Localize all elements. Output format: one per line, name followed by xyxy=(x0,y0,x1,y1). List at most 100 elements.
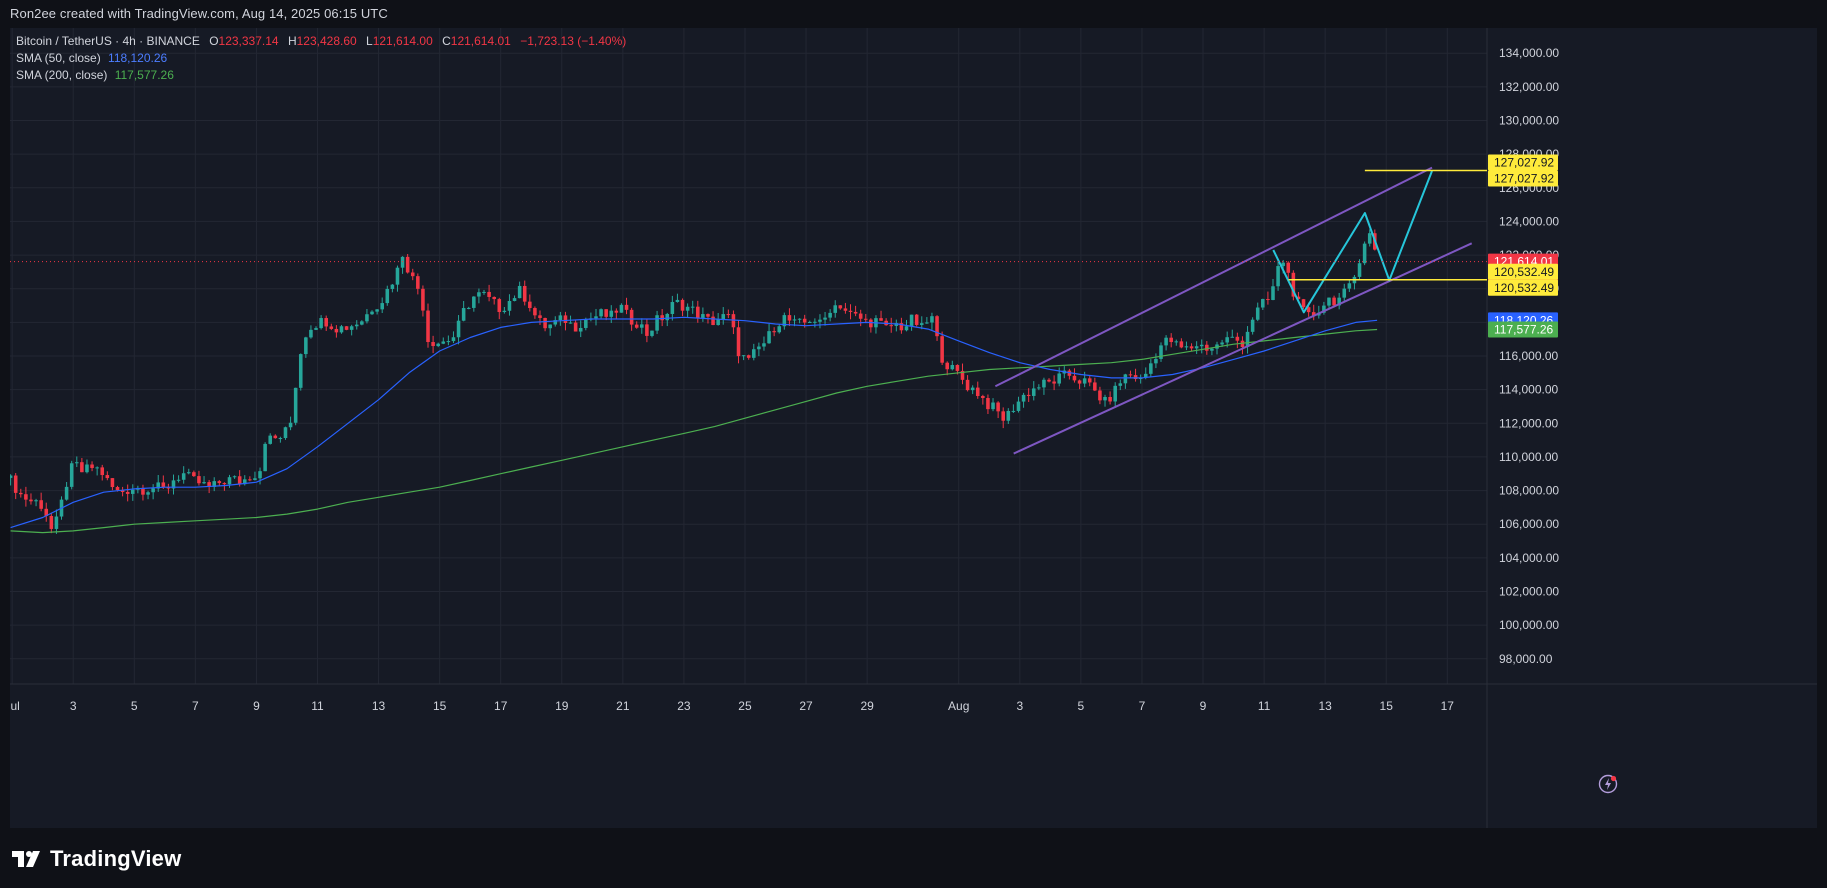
candle-up xyxy=(584,319,588,328)
candle-down xyxy=(1087,378,1092,383)
candle-up xyxy=(1011,410,1016,412)
candle-up xyxy=(568,322,573,324)
candle-up xyxy=(212,481,217,487)
candle-down xyxy=(614,310,619,313)
candle-down xyxy=(746,355,751,358)
candle-up xyxy=(288,422,293,428)
candle-up xyxy=(309,329,313,338)
candle-up xyxy=(558,315,563,321)
candle-up xyxy=(1082,378,1087,384)
candle-down xyxy=(787,315,792,321)
candle-down xyxy=(110,478,115,488)
candle-up xyxy=(548,324,552,329)
candle-up xyxy=(75,462,79,464)
candle-up xyxy=(970,387,975,391)
price-tick-label: 108,000.00 xyxy=(1499,484,1559,498)
time-tick-label: 25 xyxy=(738,699,752,713)
candle-up xyxy=(1021,394,1026,402)
candle-down xyxy=(1026,394,1031,396)
candle-up xyxy=(1006,410,1011,421)
price-tick-label: 106,000.00 xyxy=(1499,517,1559,531)
candle-down xyxy=(955,365,960,371)
candle-up xyxy=(919,323,924,325)
candle-down xyxy=(90,464,94,468)
candle-down xyxy=(1332,297,1336,306)
time-tick-label: 13 xyxy=(372,699,386,713)
price-axis-labels: 127,027.92127,027.92121,614.0101:44:1912… xyxy=(1488,154,1558,338)
candle-down xyxy=(981,395,985,399)
candle-down xyxy=(1052,381,1056,384)
candle-down xyxy=(634,324,639,328)
ohlc-row[interactable]: Bitcoin / TetherUS · 4h · BINANCE O123,3… xyxy=(16,33,626,50)
lightning-alert-icon[interactable] xyxy=(1598,774,1618,794)
candle-up xyxy=(685,306,690,311)
candle-down xyxy=(848,310,853,312)
candle-up xyxy=(1016,401,1021,411)
price-chart[interactable]: 98,000.00 100,000.00 102,000.00 104,000.00 1… xyxy=(10,28,1817,828)
candle-down xyxy=(731,314,736,328)
candle-up xyxy=(1271,286,1275,300)
candle-up xyxy=(578,327,583,332)
candle-down xyxy=(80,462,84,473)
sma50-value: 118,120.26 xyxy=(108,51,168,65)
candle-down xyxy=(965,379,970,391)
price-label-level xyxy=(1488,170,1558,187)
sma200-legend-row[interactable]: SMA (200, close) 117,577.26 xyxy=(16,67,626,84)
candle-up xyxy=(1230,336,1235,338)
candle-up xyxy=(1225,337,1229,343)
projection-path xyxy=(1272,170,1433,314)
tradingview-logo[interactable]: TradingView xyxy=(12,846,181,872)
price-label-text: 117,577.26 xyxy=(1494,322,1553,336)
candle-up xyxy=(365,314,369,322)
candle-up xyxy=(1057,373,1061,384)
candle-down xyxy=(431,342,435,347)
candle-up xyxy=(130,489,135,494)
candle-up xyxy=(232,476,237,478)
footer-bar: TradingView xyxy=(0,828,1827,888)
candle-down xyxy=(192,472,196,477)
candle-up xyxy=(553,320,558,325)
candle-down xyxy=(863,318,868,320)
candle-up xyxy=(909,314,914,327)
candle-up xyxy=(278,438,283,440)
candle-up xyxy=(1367,233,1372,244)
candle-down xyxy=(1266,299,1270,301)
time-tick-label: 3 xyxy=(70,699,77,713)
candle-up xyxy=(670,302,675,314)
price-tick-label: 98,000.00 xyxy=(1499,652,1553,666)
candle-up xyxy=(69,463,74,487)
candle-down xyxy=(1311,312,1316,316)
candle-up xyxy=(186,472,191,474)
time-tick-label: 27 xyxy=(799,699,813,713)
candle-up xyxy=(797,318,802,320)
time-tick-label: 15 xyxy=(433,699,447,713)
candle-up xyxy=(1164,337,1168,346)
candle-down xyxy=(914,314,919,325)
candle-up xyxy=(950,365,955,370)
low-value: 121,614.00 xyxy=(372,34,433,48)
candle-up xyxy=(181,473,186,480)
candle-up xyxy=(828,312,832,318)
candle-down xyxy=(843,308,848,311)
candle-up xyxy=(380,303,384,310)
time-tick-label: 7 xyxy=(1139,699,1146,713)
symbol-label[interactable]: Bitcoin / TetherUS · 4h · BINANCE xyxy=(16,34,200,48)
candle-up xyxy=(1154,358,1158,364)
price-tick-label: 124,000.00 xyxy=(1499,214,1559,228)
candle-down xyxy=(945,362,950,370)
candle-up xyxy=(1220,342,1224,345)
candle-up xyxy=(461,308,466,321)
sma50-legend-row[interactable]: SMA (50, close) 118,120.26 xyxy=(16,50,626,67)
candle-up xyxy=(400,256,405,268)
time-tick-label: 7 xyxy=(192,699,199,713)
candle-up xyxy=(451,337,456,342)
candle-down xyxy=(217,481,222,484)
candle-up xyxy=(1159,345,1163,359)
candle-down xyxy=(858,313,863,319)
time-tick-label: Aug xyxy=(948,699,969,713)
chart-pane[interactable]: 98,000.00 100,000.00 102,000.00 104,000.00 1… xyxy=(10,28,1817,828)
candle-up xyxy=(777,326,782,333)
price-tick-label: 100,000.00 xyxy=(1499,618,1559,632)
candle-up xyxy=(477,292,481,297)
time-tick-label: 21 xyxy=(616,699,630,713)
